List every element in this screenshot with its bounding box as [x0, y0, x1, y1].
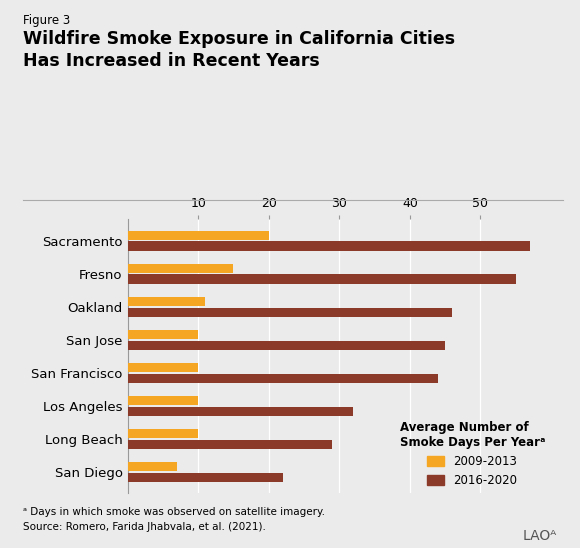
Bar [128, 363, 198, 372]
Bar [128, 472, 283, 482]
Bar [128, 461, 177, 471]
Bar [128, 330, 198, 339]
Bar [128, 340, 445, 350]
Text: ᵃ Days in which smoke was observed on satellite imagery.: ᵃ Days in which smoke was observed on sa… [23, 507, 325, 517]
Bar [128, 242, 530, 251]
Text: Wildfire Smoke Exposure in California Cities
Has Increased in Recent Years: Wildfire Smoke Exposure in California Ci… [23, 30, 455, 70]
Bar [128, 307, 452, 317]
Text: LAOᴬ: LAOᴬ [523, 528, 557, 543]
Bar [128, 231, 269, 240]
Legend: 2009-2013, 2016-2020: 2009-2013, 2016-2020 [400, 421, 545, 487]
Bar [128, 296, 205, 306]
Bar [128, 374, 438, 383]
Bar [128, 264, 233, 273]
Bar [128, 275, 516, 284]
Bar [128, 429, 198, 438]
Bar [128, 439, 332, 449]
Bar [128, 396, 198, 405]
Text: Source: Romero, Farida Jhabvala, et al. (2021).: Source: Romero, Farida Jhabvala, et al. … [23, 522, 266, 532]
Bar [128, 407, 353, 416]
Text: Figure 3: Figure 3 [23, 14, 70, 27]
